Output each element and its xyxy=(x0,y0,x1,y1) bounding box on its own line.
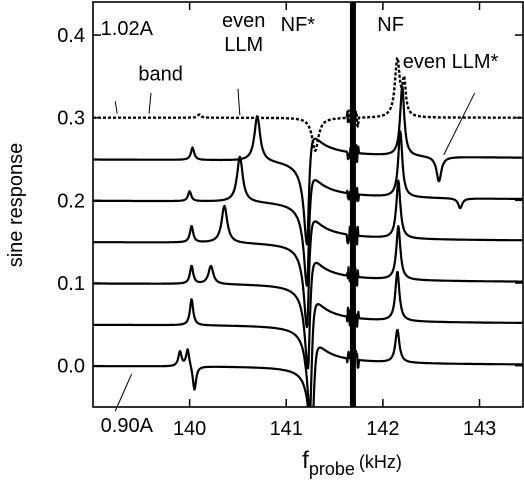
annotation-label: even xyxy=(222,10,265,32)
x-tick-label: 140 xyxy=(173,418,206,440)
y-tick-label: 0.1 xyxy=(57,273,85,295)
trace-line xyxy=(93,179,523,329)
trace-line xyxy=(93,85,523,246)
trace-line xyxy=(93,328,523,407)
x-tick-label: 143 xyxy=(463,418,496,440)
x-axis-label-main: f xyxy=(302,447,309,474)
annotation-label: NF xyxy=(377,14,404,36)
annotation-label: even LLM* xyxy=(403,51,499,73)
annotation-leader xyxy=(114,373,133,412)
y-axis-label: sine response xyxy=(5,143,27,268)
annotation-leader xyxy=(443,92,476,156)
annotation-label: 0.90A xyxy=(101,415,154,437)
x-axis-label-unit: (kHz) xyxy=(359,452,402,472)
annotation-leader xyxy=(114,101,118,114)
probe-band xyxy=(349,2,356,407)
annotation-leader xyxy=(237,88,241,116)
x-tick-label: 142 xyxy=(366,418,399,440)
x-axis-label-sub: probe xyxy=(309,459,355,479)
annotation-label: 1.02A xyxy=(101,18,154,40)
annotation-label: band xyxy=(138,64,183,86)
trace-line xyxy=(93,56,523,152)
y-tick-label: 0.4 xyxy=(57,25,85,47)
trace-line xyxy=(93,130,523,287)
axis-ticks: 140 141 142 143 0.0 0.1 0.2 0.3 0.4 xyxy=(57,2,523,440)
y-tick-label: 0.3 xyxy=(57,108,85,130)
annotation-label: LLM xyxy=(224,34,263,56)
x-axis-label: fprobe (kHz) xyxy=(302,447,402,479)
trace-line xyxy=(93,271,523,407)
y-tick-label: 0.2 xyxy=(57,190,85,212)
trace-line xyxy=(93,224,523,370)
y-tick-label: 0.0 xyxy=(57,356,85,378)
traces xyxy=(93,56,523,407)
annotation-label: NF* xyxy=(281,14,316,36)
annotation-leader xyxy=(148,92,152,114)
plot-frame xyxy=(92,1,524,408)
x-tick-label: 141 xyxy=(270,418,303,440)
